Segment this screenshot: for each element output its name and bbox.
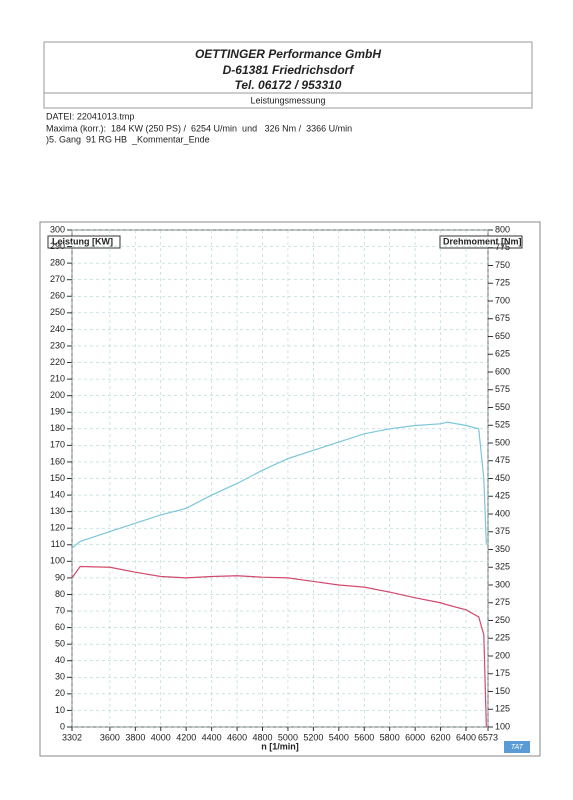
y2-tick-label: 675 (495, 313, 510, 323)
x-tick-label: 5200 (303, 732, 323, 742)
x-tick-label: 3600 (100, 732, 120, 742)
y2-tick-label: 500 (495, 437, 510, 447)
y-tick-label: 100 (50, 556, 65, 566)
y2-tick-label: 325 (495, 562, 510, 572)
x-tick-label: 4200 (176, 732, 196, 742)
y-tick-label: 70 (55, 605, 65, 615)
y-tick-label: 160 (50, 456, 65, 466)
y-tick-label: 130 (50, 506, 65, 516)
y-tick-label: 210 (50, 373, 65, 383)
y2-tick-label: 550 (495, 402, 510, 412)
x-tick-label: 4400 (202, 732, 222, 742)
y2-tick-label: 400 (495, 508, 510, 518)
x-tick-label: 5800 (380, 732, 400, 742)
x-tick-label: 4600 (227, 732, 247, 742)
y2-tick-label: 375 (495, 526, 510, 536)
y2-tick-label: 100 (495, 721, 510, 731)
x-axis-label: n [1/min] (261, 741, 299, 751)
y-tick-label: 20 (55, 688, 65, 698)
y2-tick-label: 275 (495, 597, 510, 607)
y2-tick-label: 650 (495, 331, 510, 341)
y-tick-label: 180 (50, 423, 65, 433)
y2-tick-label: 775 (495, 242, 510, 252)
y-tick-label: 110 (51, 539, 65, 549)
y-tick-label: 0 (60, 721, 65, 731)
y-tick-label: 280 (50, 258, 65, 268)
x-tick-label: 6200 (431, 732, 451, 742)
y2-tick-label: 350 (495, 544, 510, 554)
y2-tick-label: 150 (495, 686, 510, 696)
info-line: DATEI: 22041013.tmp (46, 111, 134, 121)
y-tick-label: 60 (55, 622, 65, 632)
y2-label-box (439, 235, 523, 249)
y-tick-label: 90 (55, 572, 65, 582)
y2-tick-label: 300 (495, 579, 510, 589)
y-tick-label: 170 (50, 440, 65, 450)
x-tick-label: 6000 (405, 732, 425, 742)
y2-tick-label: 225 (495, 633, 510, 643)
y-tick-label: 300 (50, 224, 65, 234)
y-tick-label: 190 (50, 407, 65, 417)
header-box (43, 41, 533, 109)
y2-tick-label: 250 (495, 615, 510, 625)
x-tick-label: 5400 (329, 732, 349, 742)
y2-tick-label: 425 (495, 491, 510, 501)
y2-tick-label: 525 (495, 420, 510, 430)
y-tick-label: 40 (55, 655, 65, 665)
y-tick-label: 120 (50, 523, 65, 533)
subtitle: Leistungsmessung (250, 95, 325, 105)
company: OETTINGER Performance GmbH (195, 47, 381, 61)
y2-tick-label: 750 (495, 260, 510, 270)
y-tick-label: 10 (55, 705, 65, 715)
x-tick-label: 6400 (456, 732, 476, 742)
y2-tick-label: 700 (495, 295, 510, 305)
y-tick-label: 250 (50, 307, 65, 317)
y2-tick-label: 450 (495, 473, 510, 483)
chart-frame (39, 221, 541, 757)
y2-tick-label: 725 (495, 278, 510, 288)
y2-tick-label: 625 (495, 349, 510, 359)
series-line (71, 565, 487, 728)
x-tick-label: 6573 (478, 732, 498, 742)
y-label-box (47, 235, 121, 249)
y-tick-label: 150 (50, 473, 65, 483)
y-tick-label: 220 (50, 357, 65, 367)
y2-tick-label: 200 (495, 650, 510, 660)
x-tick-label: 5600 (354, 732, 374, 742)
y2-tick-label: 800 (495, 224, 510, 234)
y-tick-label: 30 (55, 672, 65, 682)
x-tick-label: 4800 (252, 732, 272, 742)
info-line: )5. Gang 91 RG HB _Kommentar_Ende (46, 134, 210, 144)
y-tick-label: 50 (55, 639, 65, 649)
y-tick-label: 240 (50, 324, 65, 334)
y2-tick-label: 125 (495, 704, 510, 714)
info-line: Maxima (korr.): 184 KW (250 PS) / 6254 U… (46, 123, 352, 133)
y-tick-label: 140 (50, 489, 65, 499)
x-tick-label: 5000 (278, 732, 298, 742)
series-line (71, 421, 487, 549)
y2-tick-label: 475 (495, 455, 510, 465)
y-axis-label: Leistung [KW] (52, 236, 113, 246)
y-tick-label: 290 (50, 241, 65, 251)
phone: Tel. 06172 / 953310 (235, 78, 342, 92)
logo: TAT (511, 744, 524, 751)
y2-axis-label: Drehmoment [Nm] (443, 236, 522, 246)
y-tick-label: 80 (55, 589, 65, 599)
x-tick-label: 3800 (125, 732, 145, 742)
y2-tick-label: 575 (495, 384, 510, 394)
y-tick-label: 260 (50, 291, 65, 301)
logo-box (504, 741, 530, 753)
y2-tick-label: 175 (495, 668, 510, 678)
x-tick-label: 3302 (62, 732, 82, 742)
address: D-61381 Friedrichsdorf (223, 63, 355, 77)
y-tick-label: 270 (50, 274, 65, 284)
x-tick-label: 4000 (151, 732, 171, 742)
y-tick-label: 230 (50, 340, 65, 350)
y-tick-label: 200 (50, 390, 65, 400)
y2-tick-label: 600 (495, 366, 510, 376)
